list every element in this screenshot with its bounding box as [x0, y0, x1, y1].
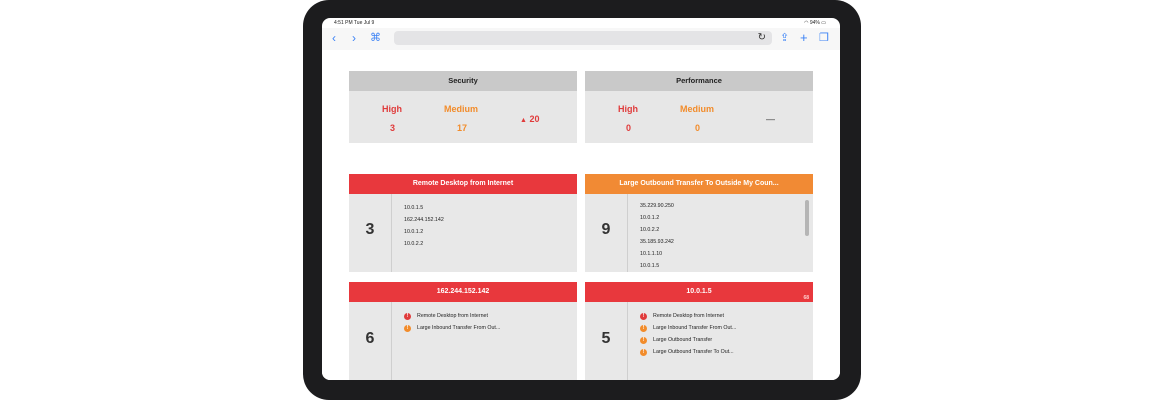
browser-toolbar: ‹ › ⌘ ↻ ⇪ + ❐ [322, 28, 840, 51]
list-item[interactable]: 10.0.1.2 [404, 229, 424, 235]
share-icon[interactable]: ⇪ [780, 32, 790, 44]
alert-label: Large Outbound Transfer To Out... [653, 349, 734, 355]
list-item[interactable]: ! Remote Desktop from Internet [404, 310, 500, 322]
host-card-162-244-152-142[interactable]: 162.244.152.142 6 ! Remote Desktop from … [349, 282, 577, 380]
dashboard-content: Security High 3 Medium 17 ▲ 20 Performan… [322, 50, 840, 380]
card-title: 10.0.1.5 68 [585, 282, 813, 302]
card-count: 3 [365, 221, 375, 238]
card-title: Large Outbound Transfer To Outside My Co… [585, 174, 813, 194]
card-count: 6 [365, 330, 375, 347]
performance-medium-value: 0 [695, 123, 701, 133]
alert-label: Large Inbound Transfer From Out... [417, 325, 501, 331]
performance-panel[interactable]: Performance High 0 Medium 0 — [585, 71, 813, 143]
security-medium-label: Medium [444, 104, 479, 114]
alert-card-remote-desktop[interactable]: Remote Desktop from Internet 3 10.0.1.5 … [349, 174, 577, 272]
book-icon[interactable]: ⌘ [370, 32, 381, 44]
list-item[interactable]: ! Remote Desktop from Internet [640, 310, 736, 322]
alert-severity-icon: ! [404, 324, 411, 332]
security-high-label: High [382, 104, 402, 114]
list-item[interactable]: 35.185.93.242 [640, 239, 674, 245]
list-item[interactable]: ! Large Inbound Transfer From Out... [404, 322, 500, 334]
list-item[interactable]: ! Large Inbound Transfer From Out... [640, 322, 736, 334]
list-item[interactable]: 35.229.90.250 [640, 203, 674, 209]
alert-card-large-outbound[interactable]: Large Outbound Transfer To Outside My Co… [585, 174, 813, 272]
alert-label: Large Inbound Transfer From Out... [653, 325, 737, 331]
alert-severity-icon: ! [640, 348, 647, 356]
performance-high-value: 0 [626, 123, 632, 133]
alert-severity-icon: ! [640, 324, 647, 332]
count-badge: 68 [803, 295, 809, 301]
reload-icon[interactable]: ↻ [757, 32, 766, 43]
performance-title: Performance [585, 71, 813, 91]
performance-high-label: High [618, 104, 638, 114]
forward-chevron-icon[interactable]: › [352, 31, 356, 45]
list-item[interactable]: ! Large Outbound Transfer To Out... [640, 346, 736, 358]
alert-list: ! Remote Desktop from Internet ! Large I… [404, 310, 500, 334]
security-title: Security [349, 71, 577, 91]
alert-severity-icon: ! [640, 312, 647, 320]
address-bar[interactable]: ↻ [394, 31, 772, 45]
alert-severity-icon: ! [404, 312, 411, 320]
back-chevron-icon[interactable]: ‹ [332, 31, 336, 45]
security-trend-value: 20 [529, 114, 540, 124]
card-divider [627, 194, 628, 272]
alert-label: Large Outbound Transfer [653, 337, 713, 343]
ipad-screen: 4:51 PM Tue Jul 9 ◠ 94% ▭ ‹ › ⌘ ↻ ⇪ + ❐ … [322, 18, 840, 380]
security-trend: ▲ 20 [520, 114, 539, 124]
card-title-text: 10.0.1.5 [686, 288, 712, 295]
card-title: 162.244.152.142 [349, 282, 577, 302]
alert-severity-icon: ! [640, 336, 647, 344]
battery-icon: ▭ [821, 20, 826, 26]
performance-medium-label: Medium [680, 104, 715, 114]
battery-percent: 94% [809, 20, 820, 26]
security-panel[interactable]: Security High 3 Medium 17 ▲ 20 [349, 71, 577, 143]
list-item[interactable]: 10.0.1.2 [640, 215, 660, 221]
card-divider [627, 302, 628, 380]
list-item[interactable]: 10.0.1.5 [640, 263, 660, 269]
list-item[interactable]: 10.1.1.10 [640, 251, 663, 257]
card-count: 9 [601, 221, 611, 238]
alert-label: Remote Desktop from Internet [653, 313, 724, 319]
status-time: 4:51 PM Tue Jul 9 [334, 20, 375, 26]
card-divider [391, 194, 392, 272]
status-battery: ◠ 94% ▭ [804, 20, 826, 26]
alert-label: Remote Desktop from Internet [417, 313, 488, 319]
list-item[interactable]: 162.244.152.142 [404, 217, 444, 223]
trend-up-icon: ▲ [520, 117, 527, 124]
card-divider [391, 302, 392, 380]
performance-trend: — [766, 114, 775, 124]
ip-list: 10.0.1.5 162.244.152.142 10.0.1.2 10.0.2… [404, 202, 444, 250]
card-count: 5 [601, 330, 611, 347]
wifi-icon: ◠ [804, 20, 809, 26]
security-medium-value: 17 [457, 123, 468, 133]
list-item[interactable]: ! Large Outbound Transfer [640, 334, 736, 346]
scrollbar[interactable] [805, 200, 809, 236]
ip-list: 35.229.90.250 10.0.1.2 10.0.2.2 35.185.9… [640, 200, 674, 272]
plus-icon[interactable]: + [800, 30, 808, 45]
list-item[interactable]: 10.0.2.2 [640, 227, 660, 233]
card-title: Remote Desktop from Internet [349, 174, 577, 194]
list-item[interactable]: 10.0.1.5 [404, 205, 424, 211]
host-card-10-0-1-5[interactable]: 10.0.1.5 68 5 ! Remote Desktop from Inte… [585, 282, 813, 380]
alert-list: ! Remote Desktop from Internet ! Large I… [640, 310, 736, 358]
security-high-value: 3 [390, 123, 396, 133]
tabs-icon[interactable]: ❐ [819, 32, 829, 44]
list-item[interactable]: 10.0.2.2 [404, 241, 424, 247]
status-bar: 4:51 PM Tue Jul 9 ◠ 94% ▭ [322, 18, 840, 28]
